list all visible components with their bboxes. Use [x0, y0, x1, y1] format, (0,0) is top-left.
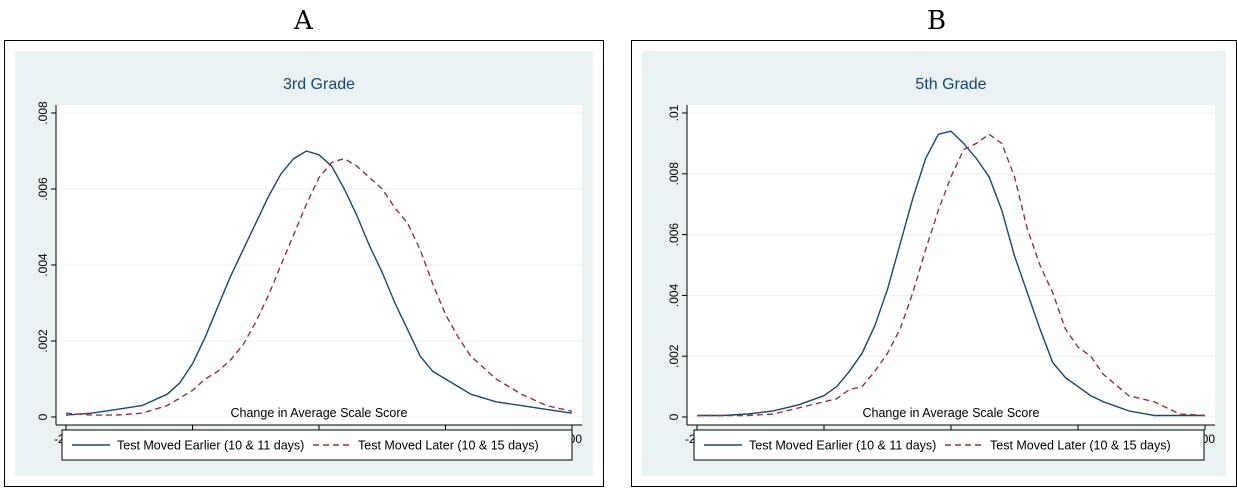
- y-tick-label: .002: [36, 329, 50, 353]
- series-later-line: [697, 133, 1206, 417]
- chart-title: 3rd Grade: [283, 76, 355, 93]
- y-tick-label: .002: [667, 344, 681, 368]
- y-tick-label: 0: [36, 413, 50, 420]
- y-tick-label: .006: [667, 223, 681, 247]
- y-tick-label: 0: [667, 413, 681, 420]
- legend-later-label: Test Moved Later (10 & 15 days): [990, 439, 1171, 453]
- series-earlier-line: [697, 130, 1205, 417]
- y-tick-label: .01: [667, 104, 681, 121]
- plot-area: [687, 105, 1215, 425]
- panel-a-letter: A: [294, 6, 313, 36]
- legend-later-label: Test Moved Later (10 & 15 days): [358, 439, 539, 453]
- x-axis-label: Change in Average Scale Score: [863, 406, 1040, 420]
- grade-3-chart: 3rd Grade0.002.004.006.008-200-100010020…: [15, 51, 593, 476]
- panel-b-frame: 5th Grade0.002.004.006.008.01-200-100010…: [631, 40, 1237, 487]
- y-tick-label: .008: [667, 162, 681, 186]
- y-tick-label: .006: [36, 177, 50, 201]
- series-later-line: [65, 157, 573, 416]
- legend-earlier-label: Test Moved Earlier (10 & 11 days): [117, 439, 304, 453]
- chart-title: 5th Grade: [915, 76, 986, 93]
- series-earlier-line: [65, 150, 573, 416]
- panel-b-letter: B: [927, 6, 947, 36]
- panel-a-frame: 3rd Grade0.002.004.006.008-200-100010020…: [4, 40, 604, 487]
- y-tick-label: .008: [36, 101, 50, 125]
- grade-5-chart: 5th Grade0.002.004.006.008.01-200-100010…: [642, 51, 1226, 476]
- x-axis-label: Change in Average Scale Score: [231, 406, 408, 420]
- y-tick-label: .004: [36, 253, 50, 277]
- legend-earlier-label: Test Moved Earlier (10 & 11 days): [749, 439, 936, 453]
- y-tick-label: .004: [667, 283, 681, 307]
